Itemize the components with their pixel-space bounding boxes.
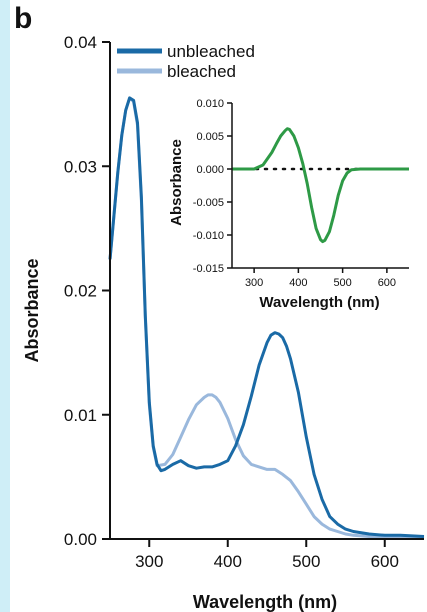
main-y-tick-label: 0.03 (64, 157, 97, 176)
inset-y-tick-label: -0.010 (193, 230, 224, 242)
inset-axis-ticks: -0.015 -0.010 -0.005 0.000 0.005 0.010 300 400 5… (193, 98, 396, 289)
main-axis-ticks: 0.00 0.01 0.02 0.03 0.04 300 400 500 600 (64, 33, 399, 571)
inset-y-tick-label: 0.000 (196, 164, 224, 176)
inset-x-tick-label: 500 (333, 277, 351, 289)
inset-series-line-0 (232, 127, 409, 244)
main-y-tick-label: 0.02 (64, 282, 97, 301)
inset-difference-chart: -0.015 -0.010 -0.005 0.000 0.005 0.010 300 400 5… (162, 96, 417, 314)
main-x-tick-label: 500 (292, 552, 320, 571)
inset-y-tick-label: 0.010 (196, 98, 224, 110)
legend-label-bleached: bleached (167, 62, 236, 81)
panel-label: b (14, 2, 33, 35)
inset-x-tick-label: 600 (378, 277, 396, 289)
series-line-unbleached (108, 96, 425, 538)
main-y-axis-title: Absorbance (22, 258, 42, 362)
inset-y-tick-label: -0.015 (193, 263, 224, 275)
inset-y-tick-label: 0.005 (196, 131, 224, 143)
main-y-tick-label: 0.01 (64, 406, 97, 425)
main-series-lines (108, 96, 425, 540)
legend: unbleached bleached (117, 42, 255, 81)
inset-y-tick-label: -0.005 (193, 197, 224, 209)
main-y-tick-label: 0.04 (64, 33, 97, 52)
inset-background (162, 96, 417, 314)
main-x-tick-label: 400 (214, 552, 242, 571)
inset-series-lines (232, 127, 409, 244)
inset-x-tick-label: 300 (245, 277, 263, 289)
main-x-axis-title: Wavelength (nm) (193, 592, 337, 612)
main-x-tick-label: 600 (371, 552, 399, 571)
main-x-tick-label: 300 (135, 552, 163, 571)
inset-x-tick-label: 400 (289, 277, 307, 289)
left-color-strip (0, 0, 10, 612)
main-y-tick-label: 0.00 (64, 530, 97, 549)
inset-y-axis-title: Absorbance (168, 139, 185, 226)
legend-label-unbleached: unbleached (167, 42, 255, 61)
inset-x-axis-title: Wavelength (nm) (259, 294, 379, 311)
